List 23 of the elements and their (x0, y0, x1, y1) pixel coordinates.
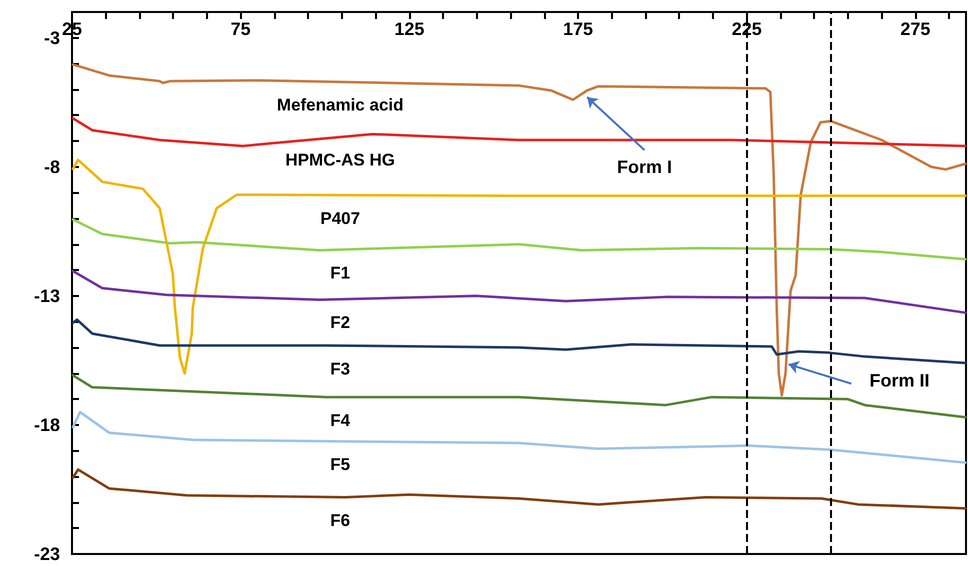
series-label: HPMC-AS HG (285, 150, 395, 170)
series-label: F4 (330, 410, 351, 430)
y-tick-label: -3 (44, 28, 60, 48)
series-label: F3 (330, 359, 350, 378)
series-label: F5 (330, 455, 350, 474)
line-series (72, 117, 967, 148)
y-tick-label: -8 (44, 156, 60, 177)
series-label: F2 (330, 312, 350, 332)
line-series (72, 318, 967, 364)
y-tick-label: -18 (34, 414, 60, 435)
x-tick-label: 75 (230, 19, 251, 39)
line-series (72, 63, 967, 397)
y-tick-label: -13 (34, 286, 60, 306)
series-label: P407 (320, 208, 360, 228)
series-label: Mefenamic acid (276, 96, 404, 115)
x-tick-label: 275 (900, 19, 930, 39)
annotation: Form I (616, 156, 672, 177)
x-tick-label: 125 (394, 19, 424, 39)
series-label: F6 (330, 510, 350, 530)
x-tick-label: 175 (563, 19, 594, 39)
annotation: Form II (870, 370, 930, 390)
series-label: F1 (330, 263, 350, 282)
y-tick-label: -23 (34, 544, 60, 564)
